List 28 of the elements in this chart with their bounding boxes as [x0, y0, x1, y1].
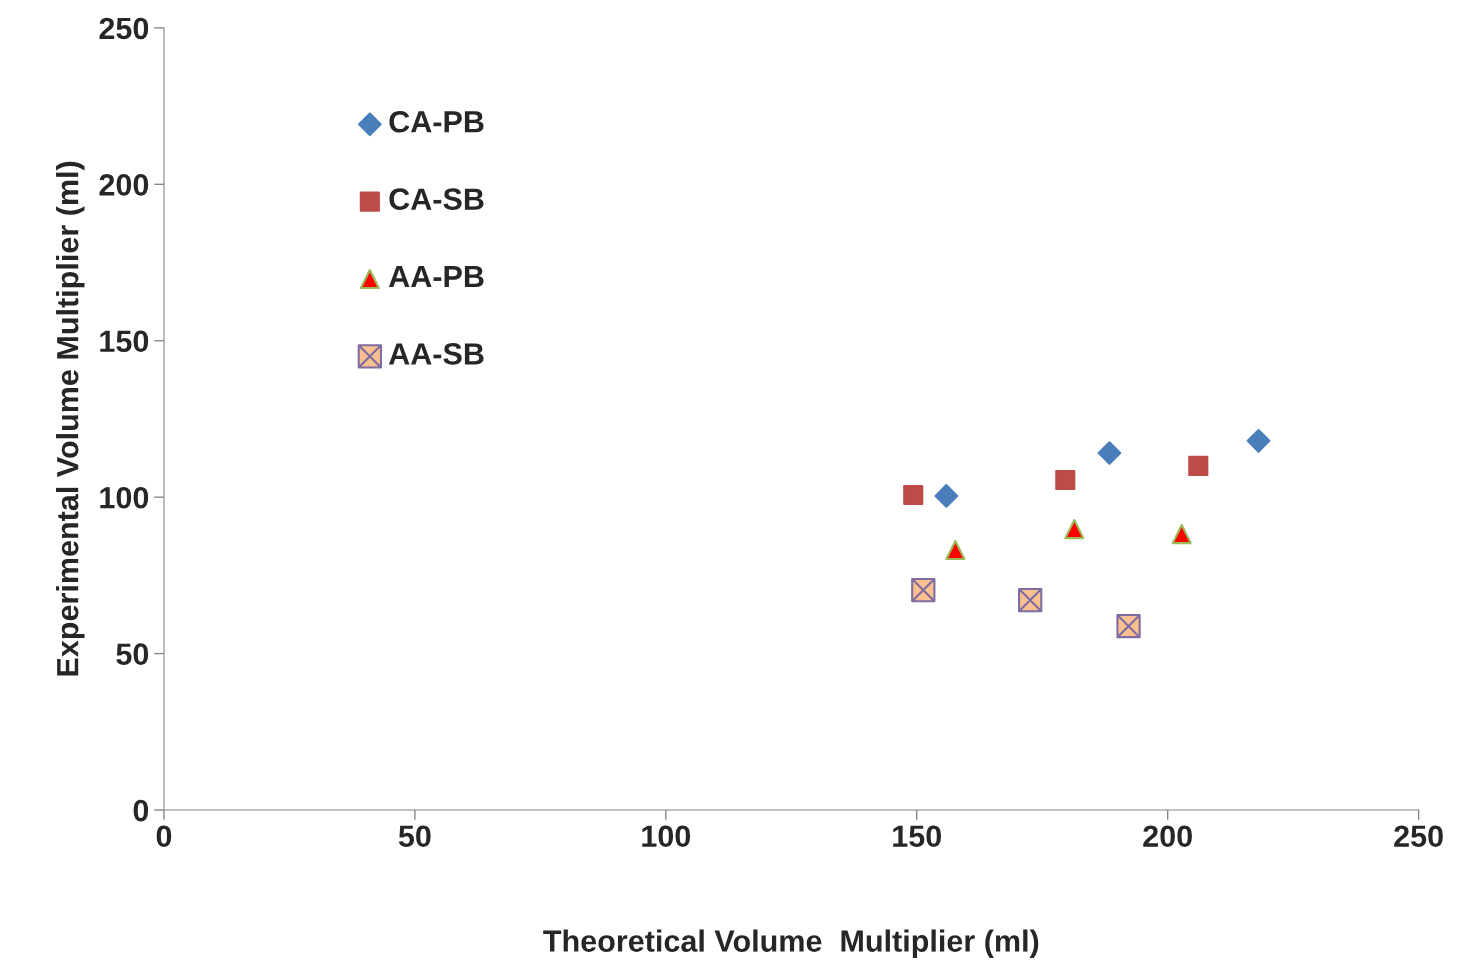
legend-label: AA-PB: [388, 266, 484, 288]
legend-label: CA-SB: [389, 188, 484, 210]
point: [1116, 613, 1141, 639]
point: [934, 484, 959, 508]
y-tick-label: 50: [116, 643, 149, 665]
point: [1097, 441, 1122, 465]
x-tick-label: 200: [1143, 825, 1192, 848]
point: [903, 484, 924, 506]
x-tick-label: 250: [1394, 825, 1443, 848]
point: [1055, 469, 1076, 491]
legend-label: CA-PB: [389, 110, 484, 133]
point: [1171, 524, 1192, 545]
y-axis-title: Experimental Volume Multiplier (ml): [56, 161, 85, 676]
y-tick-label: 200: [99, 174, 149, 196]
point: [945, 539, 966, 561]
point: [1064, 519, 1085, 540]
x-tick-label: 50: [398, 825, 431, 848]
y-tick-label: 0: [133, 799, 149, 822]
y-tick-label: 250: [99, 17, 149, 40]
x-axis-title: Theoretical Volume Multiplier (ml): [543, 929, 1039, 958]
point: [1188, 455, 1209, 476]
legend-label: AA-SB: [388, 343, 484, 365]
x-tick-label: 0: [156, 825, 172, 848]
y-tick-label: 150: [100, 330, 149, 353]
x-tick-label: 150: [893, 825, 941, 848]
y-tick-label: 100: [100, 486, 149, 509]
x-tick-label: 100: [642, 825, 691, 848]
point: [1246, 429, 1271, 453]
